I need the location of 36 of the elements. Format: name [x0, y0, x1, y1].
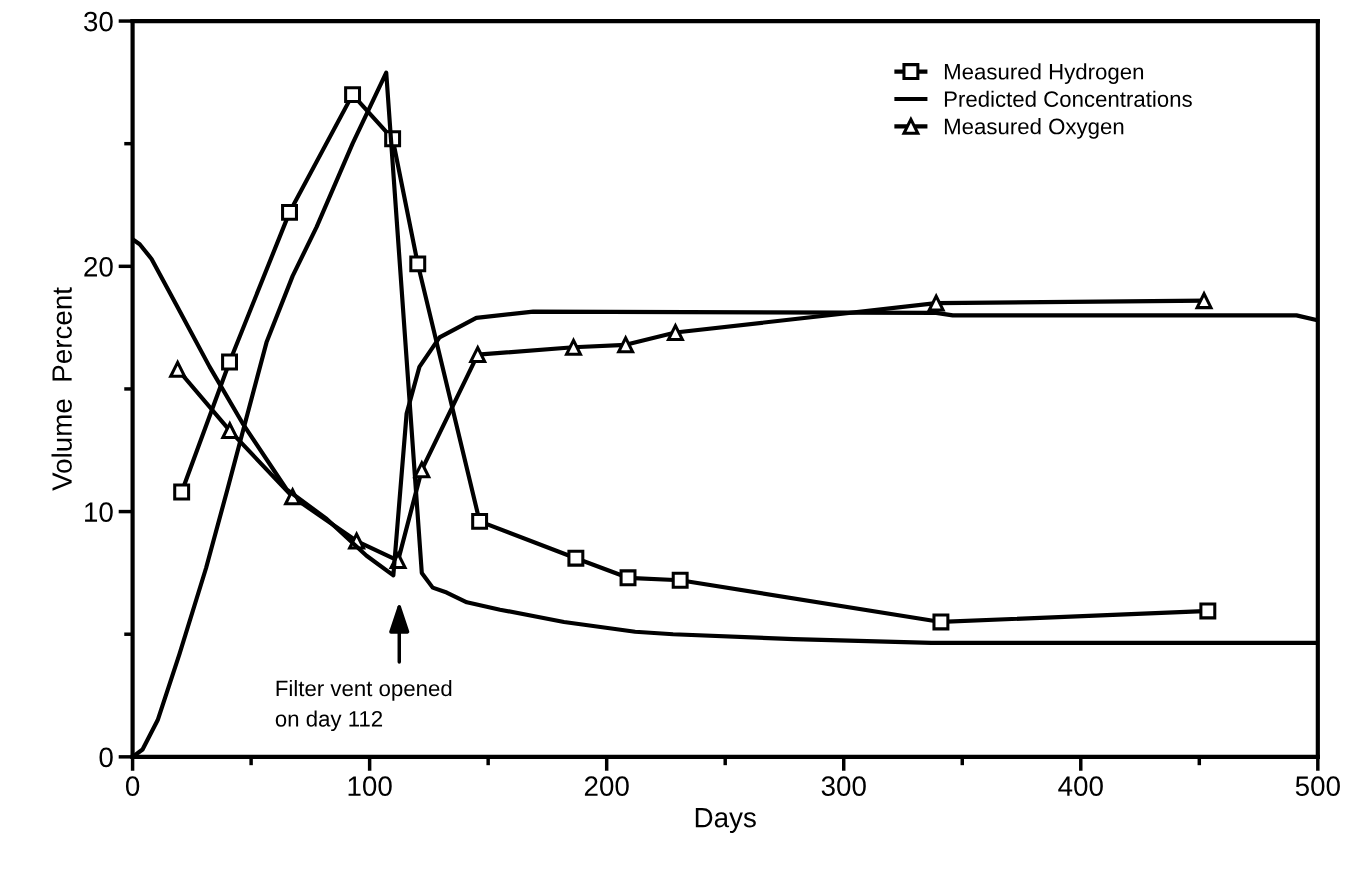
legend-label: Measured Hydrogen	[944, 63, 1144, 84]
point	[927, 292, 946, 312]
x-tick-label: 0	[125, 776, 140, 796]
point	[413, 461, 431, 479]
x-tick-label: 400	[1058, 776, 1103, 796]
point	[173, 483, 191, 501]
x-tick-label: 100	[348, 776, 392, 796]
point	[344, 86, 362, 104]
point	[617, 336, 635, 354]
annotation: Filter vent opened on day 112	[275, 680, 452, 732]
y-axis-title: Volume Percent	[51, 287, 72, 491]
y-tick-label: 10	[85, 502, 113, 522]
legend-label: Predicted Concentrations	[944, 90, 1192, 107]
point	[1195, 292, 1213, 310]
point	[666, 324, 684, 342]
y-tick-label: 20	[84, 256, 113, 277]
point	[671, 571, 689, 589]
x-tick-label: 500	[1295, 776, 1340, 796]
point	[281, 203, 298, 221]
point	[221, 353, 239, 371]
point	[469, 346, 487, 364]
legend-label: Measured Oxygen	[944, 118, 1124, 139]
point	[471, 512, 489, 530]
point	[567, 549, 585, 567]
point	[565, 338, 582, 356]
point	[619, 569, 637, 587]
x-tick-label: 200	[584, 776, 629, 796]
point	[409, 255, 427, 273]
point	[932, 613, 950, 631]
point	[221, 422, 239, 440]
point	[169, 360, 187, 378]
x-tick-label: 300	[821, 776, 866, 796]
y-tick-label: 0	[99, 747, 113, 768]
y-tick-label: 30	[84, 11, 113, 32]
x-axis-title: Days	[695, 808, 756, 833]
point	[1199, 602, 1217, 620]
